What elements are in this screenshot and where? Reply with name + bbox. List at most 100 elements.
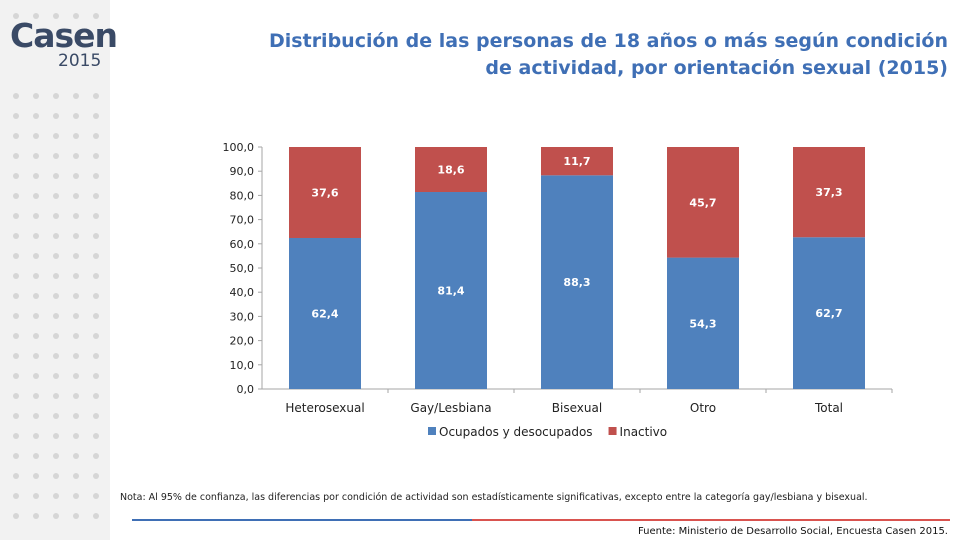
decor-dot: [53, 473, 59, 479]
legend-swatch: [428, 427, 436, 435]
bar-segment: [793, 237, 865, 389]
decor-dot: [13, 413, 19, 419]
decor-dot: [73, 313, 79, 319]
decor-dot: [73, 193, 79, 199]
bar-segment: [415, 147, 487, 193]
decor-dot: [53, 333, 59, 339]
bar-segment: [289, 147, 361, 238]
decor-dot: [53, 413, 59, 419]
decor-dot: [93, 173, 99, 179]
bar-segment: [793, 147, 865, 238]
footer-rule-blue: [132, 519, 472, 521]
decor-dot: [33, 473, 39, 479]
x-tick-label: Gay/Lesbiana: [410, 401, 491, 415]
data-label: 54,3: [689, 317, 716, 330]
decor-dot: [53, 453, 59, 459]
decor-dot: [13, 313, 19, 319]
decor-dot: [93, 13, 99, 19]
decor-dot: [53, 213, 59, 219]
decor-dot: [13, 273, 19, 279]
legend-label: Inactivo: [620, 425, 668, 439]
decor-dot: [33, 373, 39, 379]
decor-dot: [13, 453, 19, 459]
decor-dot: [33, 333, 39, 339]
decor-dot: [93, 473, 99, 479]
decor-dot: [13, 333, 19, 339]
decor-dot: [13, 473, 19, 479]
decor-dot: [93, 193, 99, 199]
decor-dot: [13, 433, 19, 439]
decor-dot: [33, 213, 39, 219]
y-tick-label: 80,0: [230, 189, 255, 202]
decor-dot: [73, 233, 79, 239]
decor-dot: [13, 373, 19, 379]
decor-dot: [33, 173, 39, 179]
footnote: Nota: Al 95% de confianza, las diferenci…: [120, 492, 868, 503]
decor-dot: [33, 513, 39, 519]
decor-dot: [93, 513, 99, 519]
data-label: 62,7: [815, 307, 842, 320]
legend-swatch: [608, 427, 617, 435]
decor-dot: [93, 413, 99, 419]
decor-dot: [73, 333, 79, 339]
y-tick-label: 70,0: [230, 214, 255, 227]
decor-dot: [93, 153, 99, 159]
decor-dot: [33, 193, 39, 199]
decor-dot: [33, 13, 39, 19]
decor-dot: [13, 293, 19, 299]
decor-dot: [93, 393, 99, 399]
decor-dot: [33, 313, 39, 319]
y-tick-label: 50,0: [230, 262, 255, 275]
y-tick-label: 60,0: [230, 238, 255, 251]
data-label: 11,7: [563, 155, 590, 168]
decor-dot: [13, 193, 19, 199]
decor-dot: [53, 353, 59, 359]
decor-dot: [53, 173, 59, 179]
decor-dot: [53, 493, 59, 499]
decor-dot: [93, 373, 99, 379]
decor-dot: [73, 133, 79, 139]
y-tick-label: 90,0: [230, 165, 255, 178]
decor-dot: [33, 233, 39, 239]
decor-dot: [73, 113, 79, 119]
decor-dot: [73, 513, 79, 519]
decor-dot: [73, 413, 79, 419]
decor-dot: [53, 193, 59, 199]
sidebar-panel: [0, 0, 110, 540]
decor-dot: [13, 113, 19, 119]
decor-dot: [73, 173, 79, 179]
data-label: 18,6: [437, 164, 464, 177]
chart-title: Distribución de las personas de 18 años …: [148, 28, 948, 82]
decor-dot: [53, 433, 59, 439]
decor-dot: [33, 153, 39, 159]
decor-dot: [73, 373, 79, 379]
decor-dot: [33, 393, 39, 399]
decor-dot: [93, 313, 99, 319]
decor-dot: [53, 513, 59, 519]
decor-dot: [73, 293, 79, 299]
decor-dot: [53, 373, 59, 379]
decor-dot: [53, 13, 59, 19]
decor-dot: [73, 273, 79, 279]
decor-dot: [93, 253, 99, 259]
decor-dot: [33, 433, 39, 439]
decor-dot: [73, 93, 79, 99]
bar-segment: [667, 257, 739, 389]
decor-dot: [93, 353, 99, 359]
decor-dot: [73, 253, 79, 259]
decor-dot: [53, 253, 59, 259]
decor-dot: [93, 93, 99, 99]
decor-dot: [13, 493, 19, 499]
decor-dot: [13, 393, 19, 399]
decor-dot: [93, 273, 99, 279]
legend-label: Ocupados y desocupados: [439, 425, 593, 439]
decor-dot: [13, 173, 19, 179]
decor-dot: [33, 493, 39, 499]
decor-dot: [53, 393, 59, 399]
decor-dot: [53, 113, 59, 119]
dot-pattern: [13, 13, 99, 519]
data-label: 37,6: [311, 186, 338, 199]
decor-dot: [13, 213, 19, 219]
decor-dot: [33, 293, 39, 299]
